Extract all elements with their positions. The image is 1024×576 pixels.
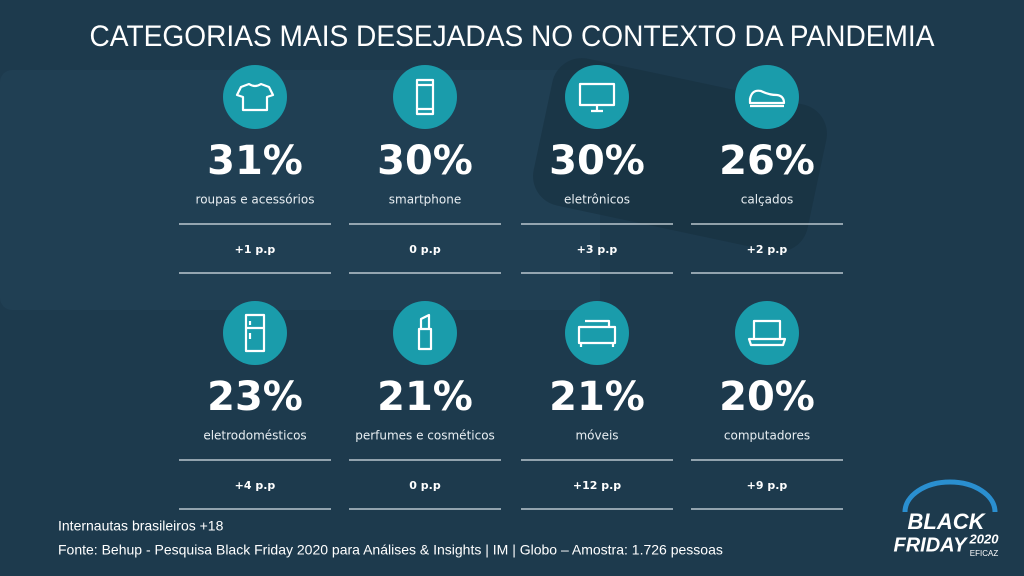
icon	[578, 82, 616, 113]
logo-arc	[902, 479, 998, 513]
percent: 21%	[549, 374, 645, 420]
change: +3 p.p	[577, 243, 618, 256]
icon-circle	[393, 301, 457, 365]
percent: 30%	[377, 138, 473, 184]
category-card: 30% smartphone 0 p.p	[349, 65, 501, 274]
category-card: 26% calçados +2 p.p	[691, 65, 843, 274]
icon-circle	[565, 301, 629, 365]
cards: 31% roupas e acessórios +1 p.p 30% smartphon…	[179, 65, 843, 510]
icon	[244, 313, 266, 353]
category-card: 21% perfumes e cosméticos 0 p.p	[349, 301, 501, 510]
footer-source: Fonte: Behup - Pesquisa Black Friday 202…	[58, 542, 723, 558]
logo-brand: EFICAZ	[970, 549, 999, 558]
category-label: roupas e acessórios	[196, 193, 315, 207]
icon-circle	[565, 65, 629, 129]
logo-year: 2020	[969, 531, 1000, 546]
icon	[415, 78, 435, 116]
icon-circle	[735, 301, 799, 365]
logo-word: FRIDAY	[894, 534, 969, 556]
category-card: 21% móveis +12 p.p	[521, 301, 673, 510]
percent: 20%	[719, 374, 815, 420]
percent: 31%	[207, 138, 303, 184]
icon	[747, 319, 787, 347]
change: +4 p.p	[235, 479, 276, 492]
change: +2 p.p	[747, 243, 788, 256]
icon	[577, 319, 617, 347]
logo-word: BLACK	[908, 509, 987, 534]
category-card: 23% eletrodomésticos +4 p.p	[179, 301, 331, 510]
category-label: calçados	[741, 193, 793, 207]
category-card: 31% roupas e acessórios +1 p.p	[179, 65, 331, 274]
category-label: perfumes e cosméticos	[355, 429, 495, 443]
footer-note: Internautas brasileiros +18	[58, 518, 224, 534]
percent: 26%	[719, 138, 815, 184]
category-label: eletrônicos	[564, 193, 630, 207]
icon	[748, 89, 786, 108]
percent: 23%	[207, 374, 303, 420]
category-label: computadores	[724, 429, 810, 443]
change: +12 p.p	[573, 479, 621, 492]
change: 0 p.p	[409, 479, 441, 492]
percent: 30%	[549, 138, 645, 184]
category-label: smartphone	[389, 193, 462, 207]
category-card: 30% eletrônicos +3 p.p	[521, 65, 673, 274]
change: +9 p.p	[747, 479, 788, 492]
title: CATEGORIAS MAIS DESEJADAS NO CONTEXTO DA…	[90, 20, 935, 53]
icon	[417, 313, 433, 351]
icon-circle	[223, 301, 287, 365]
category-label: eletrodomésticos	[203, 429, 306, 443]
icon-circle	[223, 65, 287, 129]
percent: 21%	[377, 374, 473, 420]
icon-circle	[735, 65, 799, 129]
change: 0 p.p	[409, 243, 441, 256]
change: +1 p.p	[235, 243, 276, 256]
logo: BLACK FRIDAY 2020 EFICAZ	[894, 479, 1000, 558]
icon	[235, 82, 275, 112]
background-keyboard	[0, 70, 600, 310]
category-card: 20% computadores +9 p.p	[691, 301, 843, 510]
category-label: móveis	[575, 429, 618, 443]
icon-circle	[393, 65, 457, 129]
